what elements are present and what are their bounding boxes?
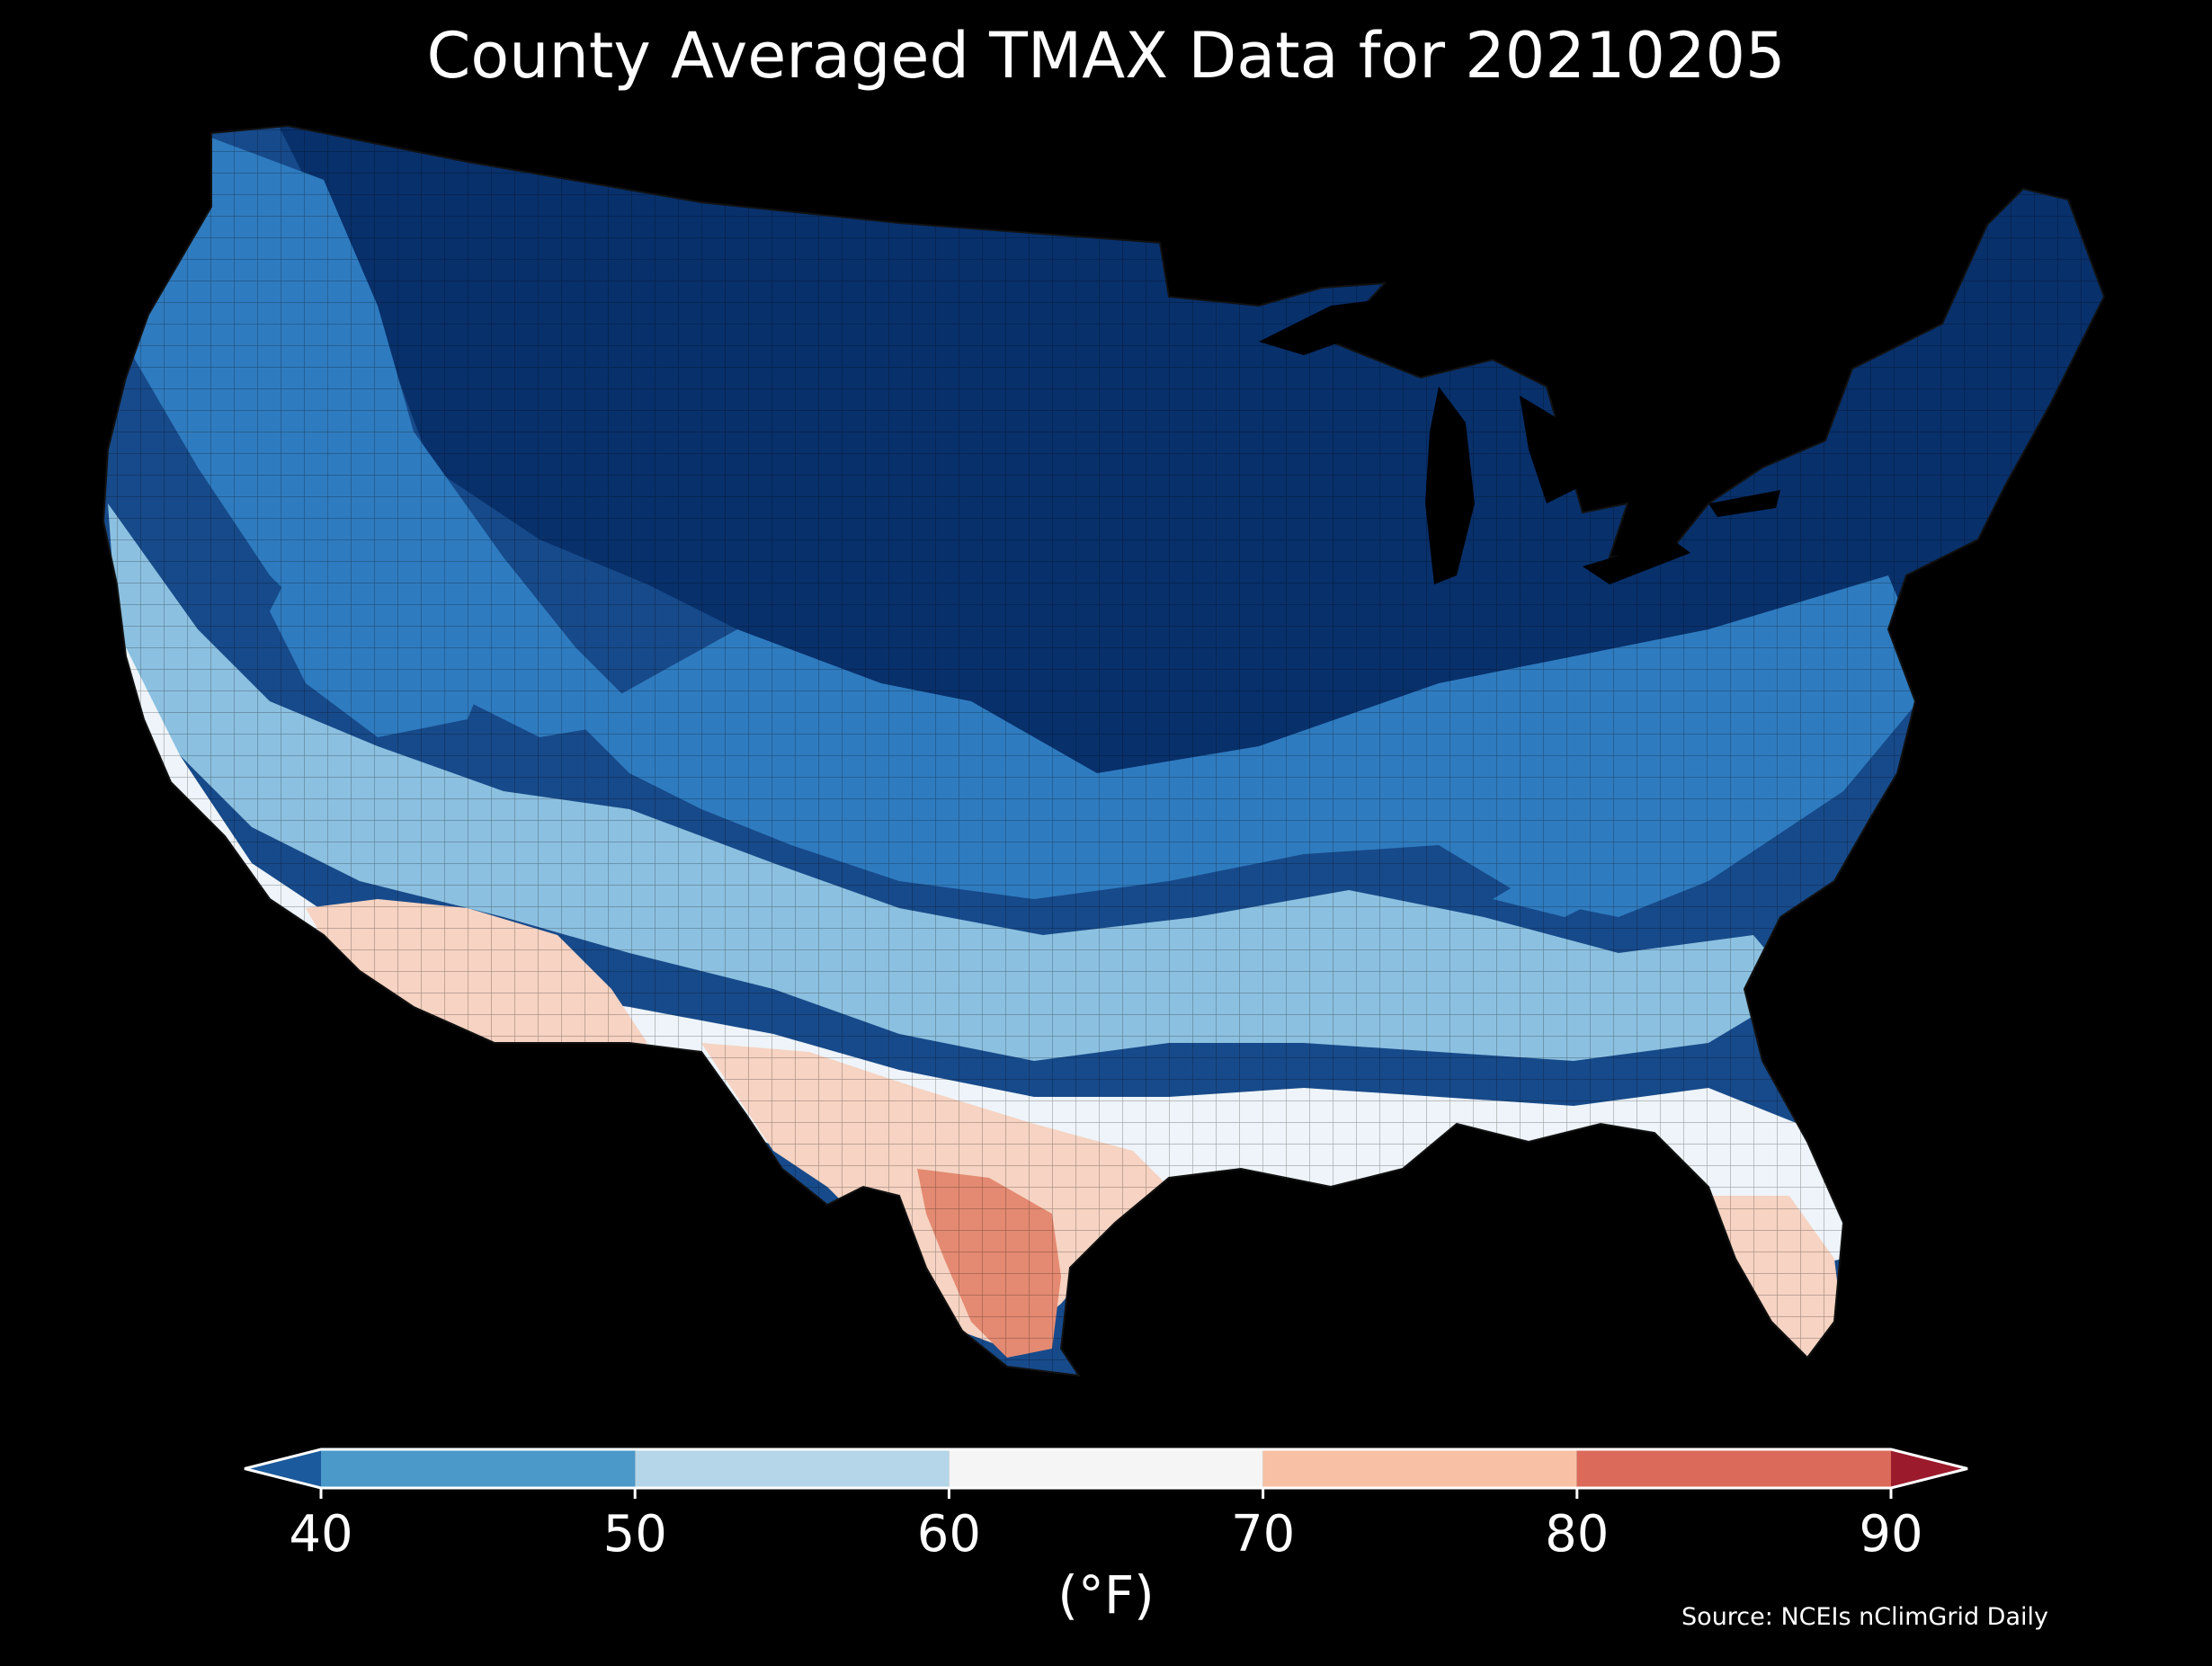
colorbar-tick-label: 70	[1231, 1505, 1295, 1564]
colorbar-unit-label: (°F)	[1057, 1564, 1155, 1626]
us-outline	[102, 124, 2106, 1377]
colorbar-tick-label: 80	[1545, 1505, 1609, 1564]
source-credit: Source: NCEIs nClimGrid Daily	[1681, 1603, 2048, 1631]
colorbar-over-arrow	[1891, 1449, 1967, 1488]
colorbar-tick-label: 40	[289, 1505, 352, 1564]
colorbar-bin	[1576, 1449, 1891, 1488]
colorbar-under-arrow	[245, 1449, 321, 1488]
colorbar-bin	[1262, 1449, 1577, 1488]
great-lakes	[1259, 297, 1780, 584]
colorbar-tick-label: 60	[917, 1505, 981, 1564]
colorbar-bin	[949, 1449, 1263, 1488]
us-county-tmax-map	[102, 124, 2106, 1377]
colorbar-tick-label: 50	[603, 1505, 667, 1564]
colorbar-bin	[321, 1449, 636, 1488]
colorbar-tick-label: 90	[1859, 1505, 1922, 1564]
colorbar-bin	[635, 1449, 950, 1488]
map-title: County Averaged TMAX Data for 20210205	[426, 19, 1786, 93]
